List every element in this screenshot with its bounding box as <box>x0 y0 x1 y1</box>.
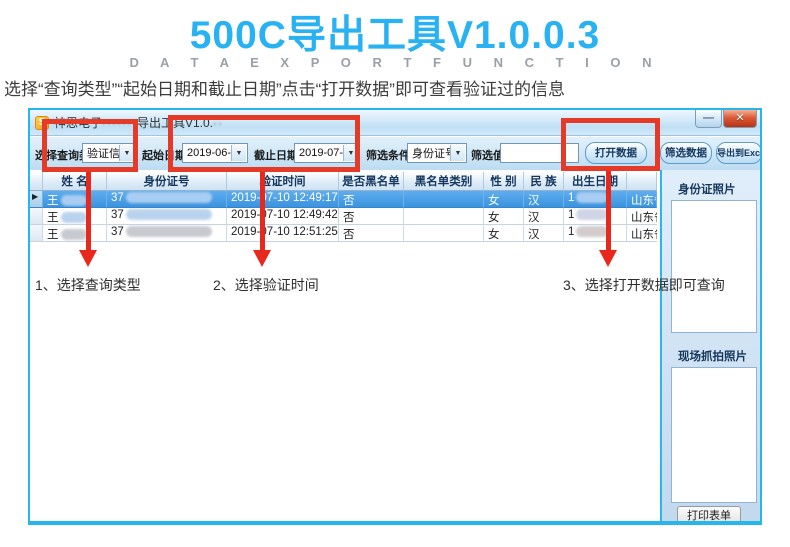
client-area: 姓 名 身份证号 验证时间 是否黑名单 黑名单类别 性 别 民 族 出生日期 ▶… <box>30 170 760 521</box>
censored-blob <box>60 229 87 241</box>
print-form-button[interactable]: 打印表单 <box>677 506 741 521</box>
query-type-select[interactable]: 验证信息 ▼ <box>82 143 136 163</box>
filter-data-button[interactable]: 筛选数据 <box>660 142 712 164</box>
chevron-down-icon[interactable]: ▼ <box>343 145 358 161</box>
annotation-step2: 2、选择验证时间 <box>213 277 319 293</box>
photo-panel: 身份证照片 现场抓拍照片 打印表单 <box>660 170 760 521</box>
censored-blob <box>60 195 87 207</box>
annotation-arrowhead <box>79 250 97 267</box>
export-excel-button[interactable]: 导出到Excel <box>716 142 760 164</box>
annotation-arrowhead <box>253 250 271 267</box>
id-photo-label: 身份证照片 <box>678 184 736 196</box>
header-blacklist-type[interactable]: 黑名单类别 <box>404 172 484 191</box>
instruction-text: 选择“查询类型”“起始日期和截止日期”点击“打开数据”即可查看验证过的信息 <box>4 80 565 99</box>
toolbar: 选择查询类型 验证信息 ▼ 起始日期 2019-06-10 ▼ 截止日期 201… <box>30 137 760 170</box>
table-row[interactable]: 王 37 2019-07-10 12:51:25 否 女 汉 1 山东省 <box>30 225 657 242</box>
annotation-box-query-type <box>42 119 138 172</box>
annotation-box-open-data <box>561 118 660 171</box>
capture-photo-box <box>671 367 757 503</box>
censored-blob <box>125 226 212 238</box>
censored-blob <box>576 209 609 221</box>
start-date-label: 起始日期 <box>142 150 186 162</box>
end-date-select[interactable]: 2019-07-10 ▼ <box>294 143 360 163</box>
table-row[interactable]: ▶ 王 37 2019-07-10 12:49:17 否 女 汉 1 山东省 <box>30 191 657 208</box>
start-date-select[interactable]: 2019-06-10 ▼ <box>182 143 248 163</box>
row-selector-icon: ▶ <box>30 191 43 208</box>
annotation-arrow <box>606 171 611 250</box>
open-data-button[interactable]: 打开数据 <box>585 142 647 164</box>
id-photo-box <box>671 200 757 333</box>
censored-blob <box>576 226 609 238</box>
end-date-label: 截止日期 <box>254 150 298 162</box>
annotation-step1: 1、选择查询类型 <box>35 277 141 293</box>
capture-photo-label: 现场抓拍照片 <box>678 351 747 363</box>
chevron-down-icon[interactable]: ▼ <box>231 145 246 161</box>
filter-field-select[interactable]: 身份证号 ▼ <box>407 143 467 163</box>
annotation-arrow <box>260 172 265 250</box>
censored-blob <box>125 209 212 221</box>
annotation-arrowhead <box>599 250 617 267</box>
annotation-box-dates <box>168 115 360 172</box>
censored-blob <box>576 192 609 204</box>
chevron-down-icon[interactable]: ▼ <box>450 145 465 161</box>
close-button[interactable]: ✕ <box>723 110 757 128</box>
annotation-step3: 3、选择打开数据即可查询 <box>563 277 725 293</box>
header-sex[interactable]: 性 别 <box>484 172 524 191</box>
minimize-button[interactable]: — <box>695 110 722 128</box>
filter-value-label: 筛选值 <box>471 150 504 162</box>
header-address[interactable] <box>627 172 657 191</box>
annotation-arrow <box>86 172 91 250</box>
censored-blob <box>60 212 87 224</box>
header-blacklist[interactable]: 是否黑名单 <box>339 172 404 191</box>
page-title: 500C导出工具V1.0.0.3 <box>189 14 601 57</box>
table-header-row: 姓 名 身份证号 验证时间 是否黑名单 黑名单类别 性 别 民 族 出生日期 <box>30 172 657 191</box>
censored-text: ·· <box>213 116 224 130</box>
page-subtitle: D A T A E X P O R T F U N C T I O N <box>129 55 661 70</box>
filter-field-label: 筛选条件 <box>366 150 410 162</box>
header-time[interactable]: 验证时间 <box>227 172 339 191</box>
header-ethnic[interactable]: 民 族 <box>524 172 564 191</box>
header-name[interactable]: 姓 名 <box>43 172 107 191</box>
chevron-down-icon[interactable]: ▼ <box>119 145 134 161</box>
header-birth[interactable]: 出生日期 <box>564 172 627 191</box>
header-selector <box>30 172 43 191</box>
censored-blob <box>125 192 212 204</box>
records-table: 姓 名 身份证号 验证时间 是否黑名单 黑名单类别 性 别 民 族 出生日期 ▶… <box>30 172 657 242</box>
filter-value-input[interactable] <box>500 143 579 163</box>
header-id[interactable]: 身份证号 <box>107 172 227 191</box>
table-row[interactable]: 王 37 2019-07-10 12:49:42 否 女 汉 1 山东省 <box>30 208 657 225</box>
app-window: S 神思电子·······导出工具V1.0.·· — ✕ 选择查询类型 验证信息… <box>28 108 762 525</box>
